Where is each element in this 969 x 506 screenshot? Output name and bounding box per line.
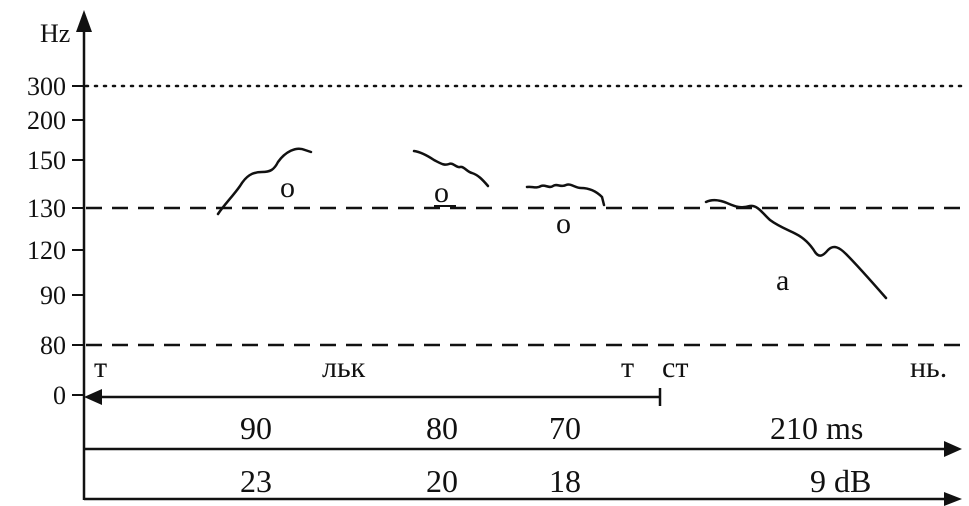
tick-label-0: 0 [53,381,66,410]
intensity-value-4: 9 dB [810,463,871,499]
intensity-arrow-right-icon [944,492,962,506]
vowel-label-1: о [280,171,295,204]
segment-label-4: ст [662,351,688,384]
vowel-label-3: о [556,207,571,240]
tick-label-200: 200 [27,106,66,135]
duration-value-3: 70 [549,410,581,446]
y-axis-unit: Hz [40,19,70,48]
intensity-value-2: 20 [426,463,458,499]
duration-arrow-right-icon [944,441,962,457]
tick-label-120: 120 [27,236,66,265]
pitch-contour-1 [216,147,313,216]
span-arrow-left-icon [84,389,102,405]
y-ticks [72,85,84,396]
pitch-contour-4 [704,198,888,300]
vowel-label-2: о [434,176,449,209]
tick-label-80: 80 [40,331,66,360]
tick-label-90: 90 [40,281,66,310]
segment-label-3: т [621,351,634,384]
segment-label-1: т [94,351,107,384]
segment-label-5: нь. [910,351,947,384]
tick-label-150: 150 [27,146,66,175]
pitch-contour-2 [412,149,490,188]
tick-label-130: 130 [27,194,66,223]
tick-label-300: 300 [27,72,66,101]
pitch-contour-3 [525,183,606,207]
duration-value-4: 210 ms [770,410,863,446]
y-axis-arrow-icon [76,10,92,32]
duration-value-2: 80 [426,410,458,446]
intensity-value-3: 18 [549,463,581,499]
segment-label-2: льк [322,351,366,384]
vowel-label-4: а [776,264,789,297]
intensity-value-1: 23 [240,463,272,499]
duration-value-1: 90 [240,410,272,446]
